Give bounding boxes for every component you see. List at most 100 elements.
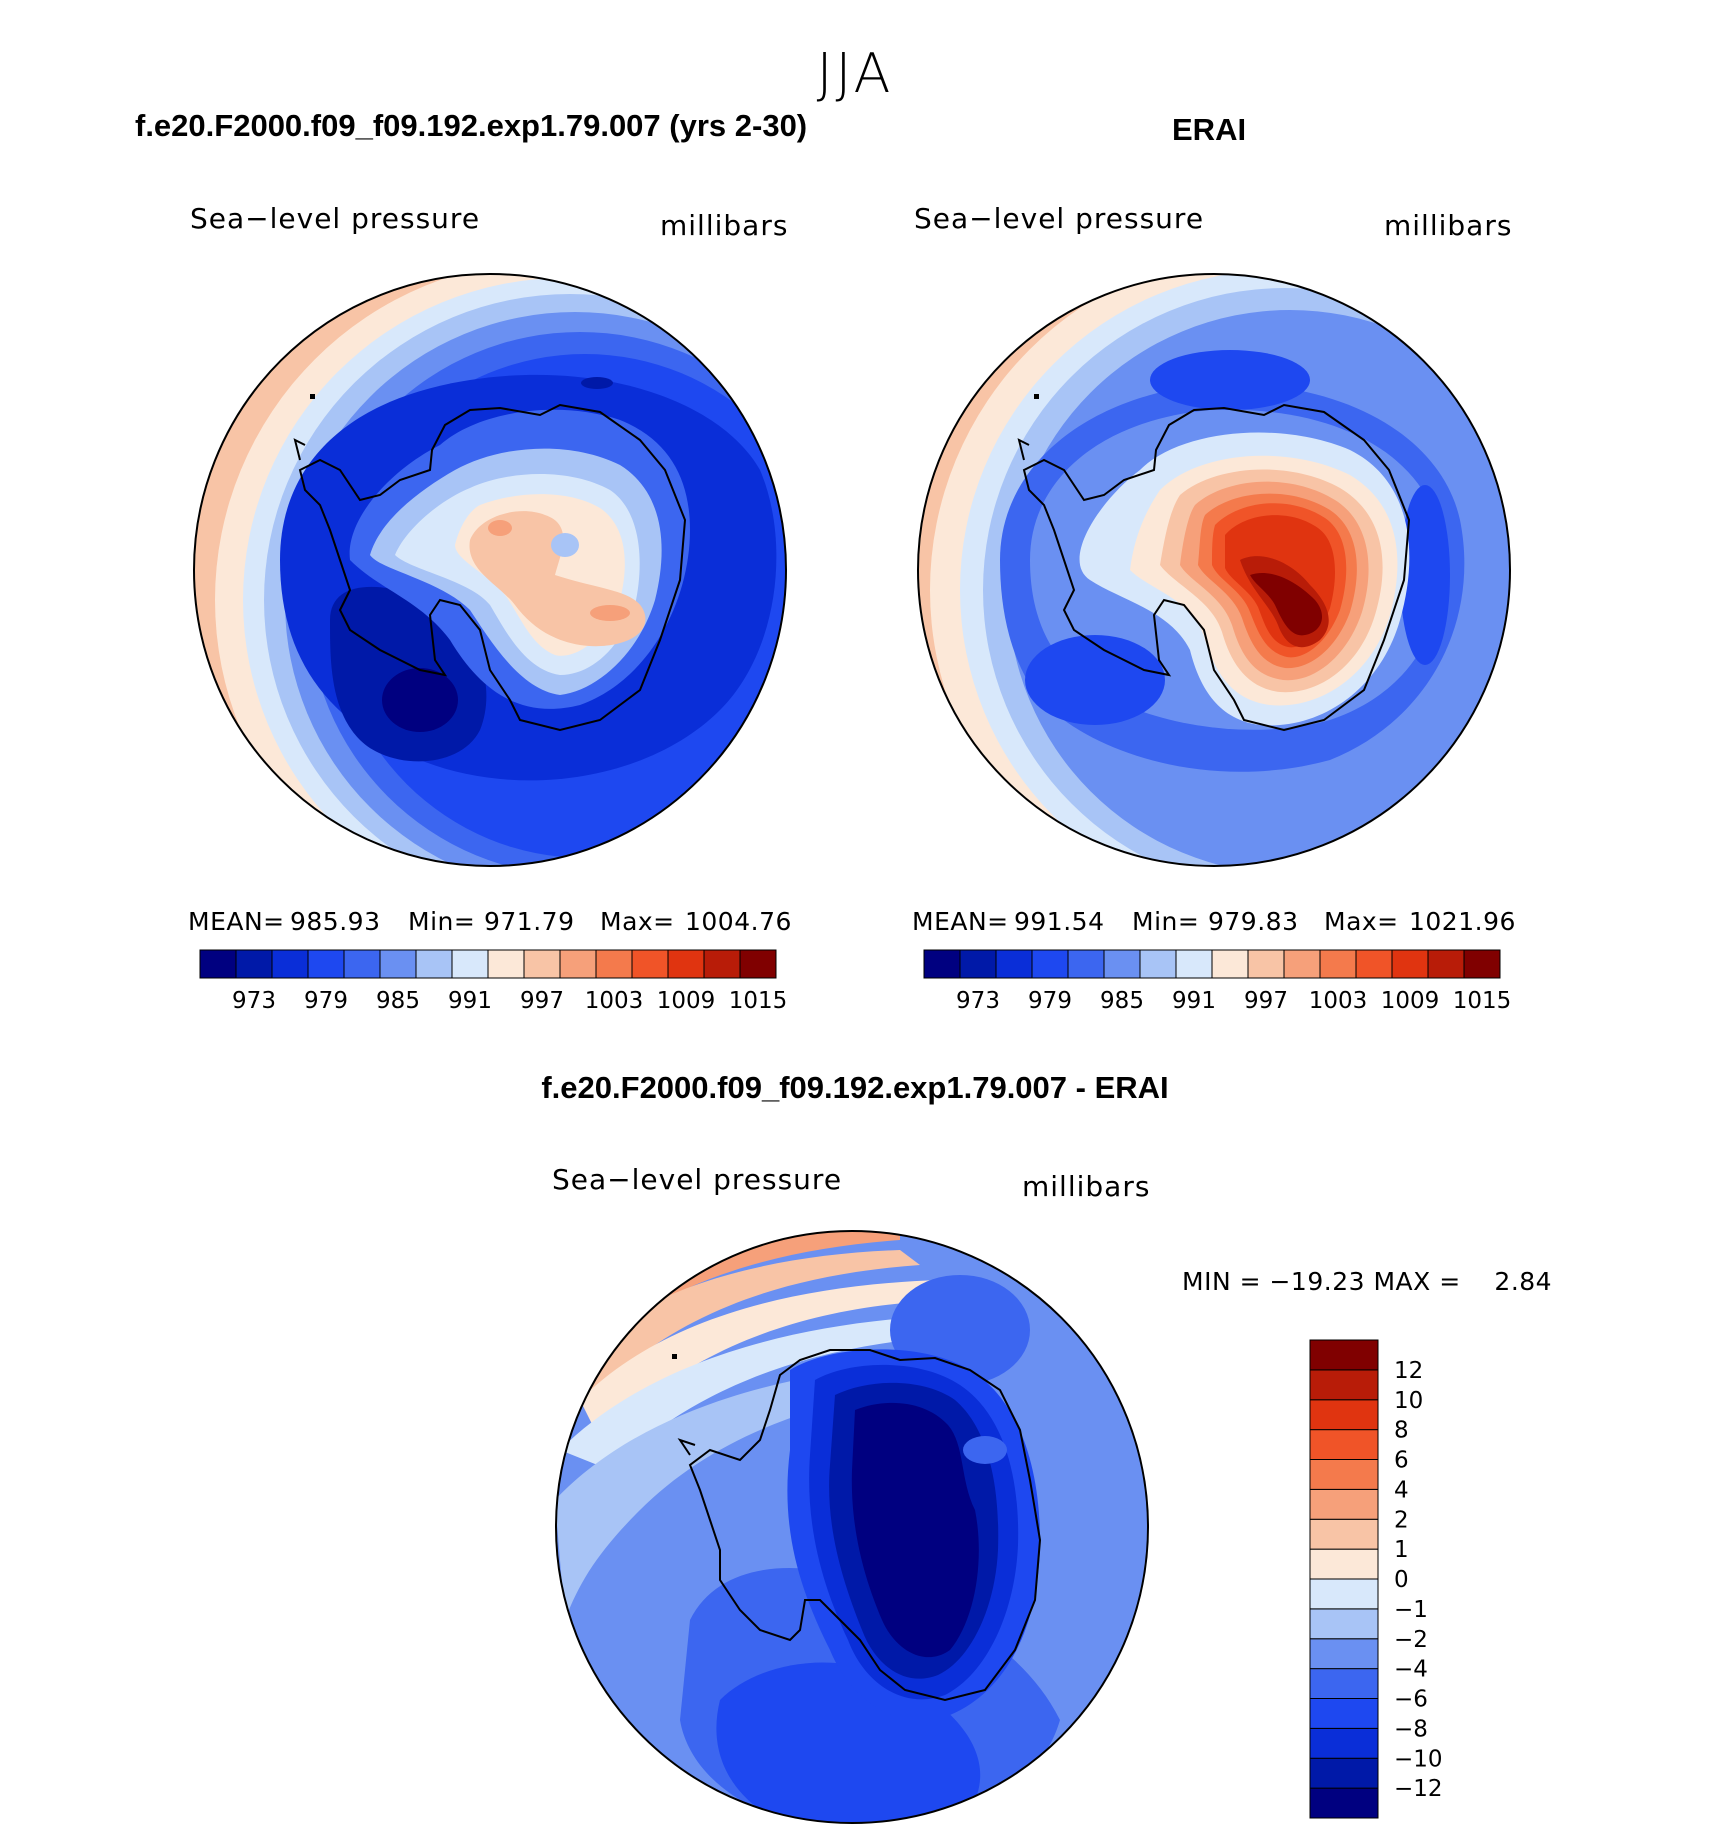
- obs-colorbar-swatch: [995, 949, 1033, 979]
- model-colorbar-tick: 979: [304, 988, 348, 1014]
- obs-high-center: [1250, 572, 1323, 636]
- diff-colorbar-tick: −4: [1394, 1657, 1428, 1683]
- diff-colorbar-swatch: [1309, 1757, 1379, 1789]
- model-panel-title: f.e20.F2000.f09_f09.192.exp1.79.007 (yrs…: [135, 108, 808, 143]
- obs-panel-title: ERAI: [1172, 112, 1247, 147]
- model-variable-label: Sea−level pressure: [190, 202, 481, 235]
- model-colorbar-swatch: [667, 949, 705, 979]
- model-colorbar-tick: 985: [376, 988, 420, 1014]
- obs-colorbar-swatch: [1031, 949, 1069, 979]
- model-high-2a: [488, 520, 512, 536]
- obs-colorbar-swatch: [959, 949, 997, 979]
- model-colorbar-swatch: [271, 949, 309, 979]
- model-island: [310, 394, 315, 399]
- diff-colorbar-tick: 4: [1394, 1477, 1409, 1503]
- diff-colorbar-swatch: [1309, 1459, 1379, 1490]
- diff-colorbar-tick: 0: [1394, 1567, 1409, 1593]
- diff-colorbar-swatch: [1309, 1369, 1379, 1401]
- obs-colorbar-tick: 1009: [1381, 988, 1440, 1014]
- obs-colorbar-tick: 979: [1028, 988, 1072, 1014]
- model-colorbar-swatch: [559, 949, 597, 979]
- obs-colorbar-swatch: [1211, 949, 1249, 979]
- obs-colorbar-swatch: [1391, 949, 1429, 979]
- obs-colorbar-tick: 991: [1172, 988, 1216, 1014]
- model-polar-map: [193, 273, 787, 867]
- model-colorbar-swatch: [199, 949, 237, 979]
- diff-colorbar-swatch: [1309, 1668, 1379, 1699]
- diff-units-label: millibars: [1022, 1170, 1151, 1203]
- diff-colorbar-swatch: [1309, 1787, 1379, 1819]
- model-max-label: Max=: [600, 907, 675, 936]
- obs-units-label: millibars: [1384, 209, 1513, 242]
- diff-polar-map: [555, 1230, 1149, 1824]
- diff-colorbar-tick: −2: [1394, 1627, 1428, 1653]
- diff-colorbar-tick: 6: [1394, 1448, 1409, 1474]
- obs-colorbar-swatch: [1283, 949, 1321, 979]
- obs-low-c: [1400, 485, 1450, 665]
- diff-variable-label: Sea−level pressure: [552, 1163, 843, 1196]
- model-colorbar-swatch: [343, 949, 381, 979]
- obs-polar-map: [917, 273, 1511, 867]
- diff-coastline: [688, 1349, 1042, 1702]
- model-colorbar-swatch: [451, 949, 489, 979]
- obs-min-value: 979.83: [1208, 907, 1299, 936]
- obs-colorbar-tick: 997: [1244, 988, 1288, 1014]
- diff-colorbar-tick: −12: [1394, 1776, 1443, 1802]
- obs-colorbar-swatch: [1139, 949, 1177, 979]
- obs-colorbar-swatch: [1427, 949, 1465, 979]
- model-min-label: Min=: [408, 907, 476, 936]
- model-blob-blue: [551, 533, 579, 557]
- model-colorbar-tick: 1009: [657, 988, 716, 1014]
- diff-panel-title: f.e20.F2000.f09_f09.192.exp1.79.007 - ER…: [541, 1070, 1169, 1105]
- diff-band-pos1: [570, 1250, 920, 1400]
- model-colorbar-tick: 1003: [585, 988, 644, 1014]
- obs-colorbar-tick: 1003: [1309, 988, 1368, 1014]
- obs-colorbar-tick: 973: [956, 988, 1000, 1014]
- model-peninsula: [293, 438, 306, 461]
- obs-colorbar-swatch: [923, 949, 961, 979]
- obs-colorbar: 973 979 985 991 997 1003 1009 1015: [923, 949, 1512, 1014]
- diff-colorbar-tick: 10: [1394, 1388, 1423, 1414]
- obs-variable-label: Sea−level pressure: [914, 202, 1205, 235]
- obs-min-label: Min=: [1132, 907, 1200, 936]
- model-mean-value: 985.93: [290, 907, 381, 936]
- diff-minmax-text: MIN = −19.23 MAX = 2.84: [1182, 1267, 1553, 1296]
- model-low-center: [382, 668, 458, 732]
- diff-colorbar-swatch: [1309, 1339, 1379, 1371]
- diff-colorbar-swatch: [1309, 1548, 1379, 1580]
- diff-colorbar-tick: 8: [1394, 1418, 1409, 1444]
- diff-colorbar-tick: −1: [1394, 1597, 1428, 1623]
- obs-colorbar-tick: 985: [1100, 988, 1144, 1014]
- obs-low-b: [1025, 635, 1165, 725]
- obs-colorbar-swatch: [1103, 949, 1141, 979]
- model-colorbar-swatch: [595, 949, 633, 979]
- obs-coastline: [1022, 403, 1411, 732]
- model-colorbar-tick: 1015: [729, 988, 788, 1014]
- diff-colorbar-tick: 2: [1394, 1507, 1409, 1533]
- model-coastline: [298, 403, 687, 732]
- model-high-2b: [590, 605, 630, 621]
- obs-colorbar-tick: 1015: [1453, 988, 1512, 1014]
- model-map-border: [193, 273, 787, 867]
- model-units-label: millibars: [660, 209, 789, 242]
- season-title: JJA: [816, 42, 894, 105]
- model-colorbar-tick: 997: [520, 988, 564, 1014]
- obs-low-a: [1150, 350, 1310, 410]
- diff-colorbar-swatch: [1309, 1518, 1379, 1550]
- model-colorbar-swatch: [631, 949, 669, 979]
- diff-colorbar-tick: −10: [1394, 1746, 1443, 1772]
- obs-island: [1034, 394, 1039, 399]
- obs-peninsula: [1017, 438, 1030, 461]
- diff-colorbar-tick: −6: [1394, 1687, 1428, 1713]
- diff-peninsula: [677, 1438, 696, 1456]
- obs-map-border: [917, 273, 1511, 867]
- obs-mean-value: 991.54: [1014, 907, 1105, 936]
- obs-colorbar-swatch: [1067, 949, 1105, 979]
- diff-cont-pocket: [963, 1436, 1007, 1464]
- diff-colorbar-swatch: [1309, 1638, 1379, 1670]
- model-colorbar-swatch: [739, 949, 777, 979]
- diff-colorbar-swatch: [1309, 1399, 1379, 1431]
- diff-colorbar-swatch: [1309, 1727, 1379, 1759]
- diff-colorbar-swatch: [1309, 1608, 1379, 1640]
- obs-max-value: 1021.96: [1409, 907, 1516, 936]
